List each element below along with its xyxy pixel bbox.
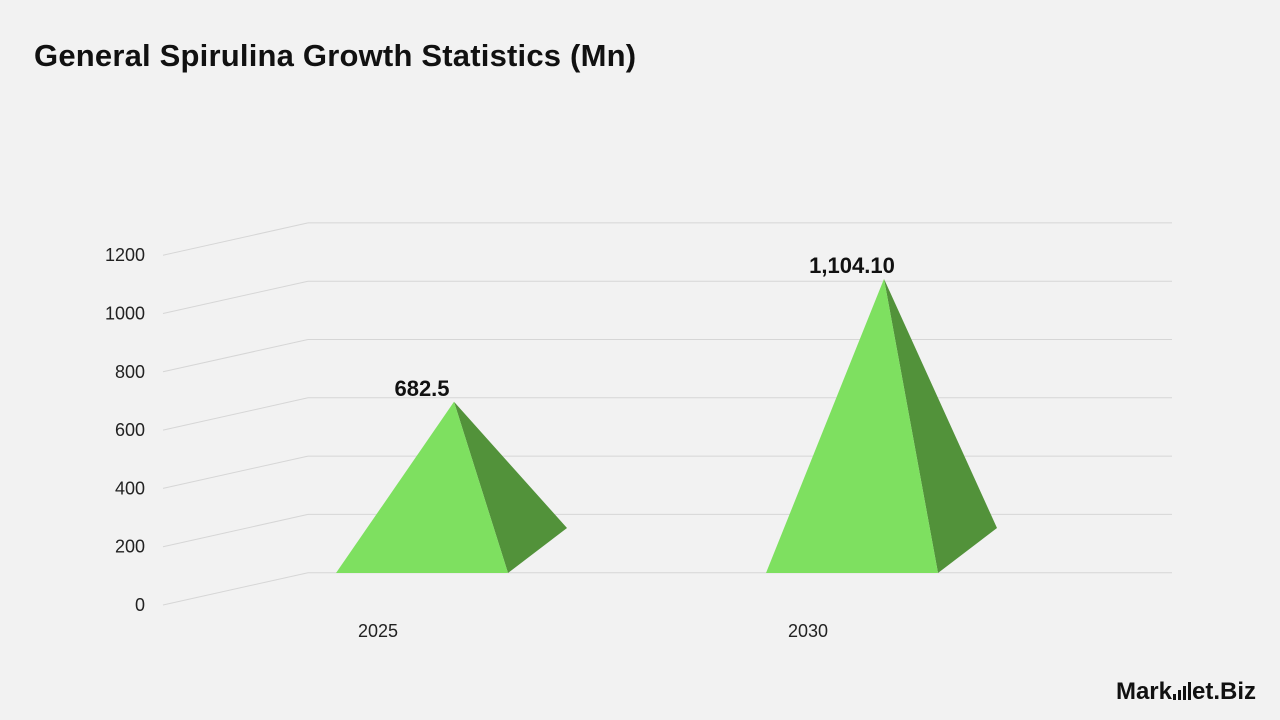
grid-line-diagonal — [162, 513, 309, 548]
y-tick-label: 0 — [135, 595, 145, 615]
data-label: 1,104.10 — [809, 253, 895, 278]
grid-line-diagonal — [162, 397, 309, 431]
logo-text-end: .Biz — [1213, 678, 1256, 705]
y-tick-label: 800 — [115, 362, 145, 382]
grid-line-diagonal — [162, 455, 309, 489]
grid-line-diagonal — [162, 572, 309, 606]
grid-line-diagonal — [162, 339, 309, 373]
pyramid-side-face — [884, 278, 997, 573]
chart-title: General Spirulina Growth Statistics (Mn) — [34, 38, 637, 73]
y-tick-label: 600 — [115, 420, 145, 440]
grid-line-diagonal — [162, 222, 309, 256]
logo-text-mid: et — [1191, 678, 1214, 705]
grid-line-diagonal — [162, 280, 309, 314]
y-tick-label: 200 — [115, 537, 145, 557]
data-labels: 682.5 1,104.10 — [394, 253, 894, 401]
logo-text-start: Mark — [1115, 678, 1172, 705]
pyramid-bars — [336, 278, 997, 573]
grid — [162, 222, 1172, 606]
y-tick-label: 1000 — [105, 304, 145, 324]
x-tick-label: 2025 — [358, 621, 398, 641]
marketbiz-logo: Mark et .Biz — [1116, 678, 1256, 706]
y-tick-label: 400 — [115, 478, 145, 498]
logo-bars-icon — [1172, 682, 1191, 700]
x-axis-ticks: 2025 2030 — [358, 621, 828, 641]
data-label: 682.5 — [394, 376, 449, 401]
pyramid-side-face — [454, 401, 567, 573]
y-tick-label: 1200 — [105, 245, 145, 265]
y-axis-ticks: 0 200 400 600 800 1000 1200 — [105, 245, 145, 615]
pyramid-bar — [766, 278, 938, 573]
pyramid-bar — [336, 401, 508, 573]
x-tick-label: 2030 — [788, 621, 828, 641]
